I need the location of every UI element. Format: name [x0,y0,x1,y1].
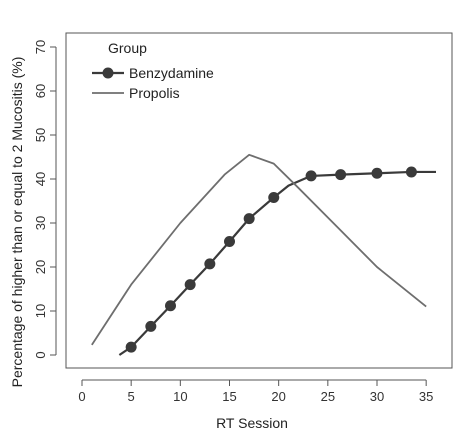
x-tick-label: 20 [271,389,285,404]
axes: 0 5 10 15 20 25 30 35 0 10 20 30 40 50 60 70 [33,32,453,404]
data-point-benzydamine [243,213,255,225]
x-tick-label: 0 [78,389,85,404]
y-tick-label: 10 [33,304,48,318]
x-tick-label: 30 [370,389,384,404]
x-tick-label: 5 [128,389,135,404]
legend: Group Benzydamine Propolis [92,40,214,101]
data-point-benzydamine [335,169,347,181]
legend-label-propolis: Propolis [129,85,180,101]
y-tick-label: 70 [33,40,48,54]
data-point-benzydamine [371,167,383,179]
y-axis-title: Percentage of higher than or equal to 2 … [9,57,25,388]
series-line-propolis [91,153,427,346]
data-point-benzydamine [125,341,137,353]
y-tick-label: 60 [33,84,48,98]
data-point-benzydamine [145,320,157,332]
legend-marker-benzydamine [102,67,114,79]
legend-title: Group [108,40,147,56]
x-tick-label: 25 [321,389,335,404]
data-point-benzydamine [224,235,235,247]
x-tick-label: 35 [419,389,433,404]
x-tick-label: 10 [173,389,187,404]
y-tick-label: 20 [33,260,48,274]
data-point-benzydamine [305,170,317,182]
x-tick-label: 15 [222,389,236,404]
y-tick-label: 50 [33,128,48,142]
plot-frame [65,32,453,369]
series-layer [91,153,436,356]
data-point-benzydamine [405,166,417,178]
data-point-benzydamine [204,258,216,270]
data-point-benzydamine [268,191,280,203]
y-tick-label: 30 [33,216,48,230]
legend-label-benzydamine: Benzydamine [129,65,214,81]
y-tick-label: 0 [33,351,48,358]
data-point-benzydamine [165,300,176,312]
data-point-benzydamine [184,279,196,291]
y-tick-label: 40 [33,172,48,186]
x-axis-title: RT Session [216,415,288,431]
